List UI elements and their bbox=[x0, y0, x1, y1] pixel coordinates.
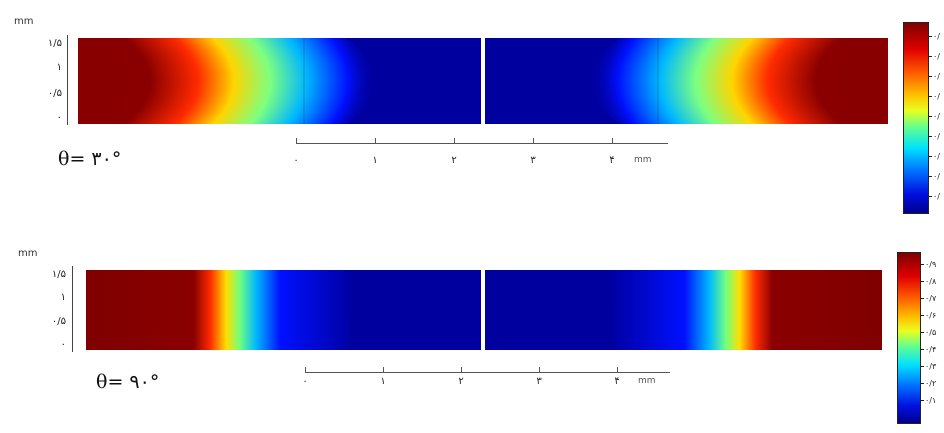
x-axis-unit: mm bbox=[634, 155, 652, 165]
x-tick-mark bbox=[305, 367, 306, 372]
colorbar bbox=[903, 22, 929, 214]
x-tick-mark bbox=[539, 367, 540, 372]
colorbar-tick: ٠/ bbox=[929, 32, 940, 41]
y-tick-3: ٠/۵ bbox=[47, 88, 62, 99]
y-tick-1: ١/۵ bbox=[47, 38, 62, 49]
colorbar-tick: ٠/٧ bbox=[921, 294, 936, 303]
y-tick-4: ٠ bbox=[56, 112, 62, 123]
colorbar-tick: ٠/۶ bbox=[921, 311, 936, 320]
colorbar-tick: ٠/ bbox=[929, 92, 940, 101]
x-tick-mark bbox=[533, 138, 534, 143]
colorbar-tick: ٠/ bbox=[929, 72, 940, 81]
colorbar-tick: ٠/ bbox=[929, 112, 940, 121]
angle-label: θ= ٣٠° bbox=[58, 148, 122, 170]
weld-gap bbox=[481, 36, 485, 126]
x-axis-line bbox=[305, 372, 670, 373]
y-axis-line bbox=[72, 266, 73, 352]
x-tick-4: ۴ bbox=[614, 376, 620, 387]
x-tick-2: ٢ bbox=[458, 376, 464, 387]
x-tick-0: ٠ bbox=[293, 155, 299, 166]
x-axis-line bbox=[296, 143, 668, 144]
y-tick-4: ٠ bbox=[60, 339, 66, 350]
y-axis-unit: mm bbox=[18, 248, 38, 259]
panel-theta-30: mm ١/۵ ١ ٠/۵ ٠ bbox=[0, 0, 944, 220]
x-tick-mark bbox=[375, 138, 376, 143]
x-tick-mark bbox=[296, 138, 297, 143]
x-axis-unit: mm bbox=[638, 376, 656, 386]
colorbar-tick: ٠/ bbox=[929, 52, 940, 61]
x-tick-4: ۴ bbox=[609, 155, 615, 166]
x-tick-mark bbox=[454, 138, 455, 143]
colorbar-tick: ٠/٣ bbox=[921, 362, 936, 371]
x-tick-1: ١ bbox=[372, 155, 378, 166]
colorbar-tick: ٠/٩ bbox=[921, 260, 936, 269]
y-axis-unit: mm bbox=[14, 16, 34, 27]
y-tick-3: ٠/۵ bbox=[51, 316, 66, 327]
x-tick-0: ٠ bbox=[302, 376, 308, 387]
colorbar-tick: ٠/٨ bbox=[921, 277, 936, 286]
x-tick-1: ١ bbox=[380, 376, 386, 387]
colorbar-tick: ٠/٢ bbox=[921, 379, 936, 388]
weld-gap bbox=[481, 267, 485, 355]
colorbar bbox=[897, 252, 921, 424]
y-tick-2: ١ bbox=[56, 62, 62, 73]
colorbar-tick: ٠/ bbox=[929, 152, 940, 161]
y-tick-2: ١ bbox=[60, 292, 66, 303]
x-tick-3: ٣ bbox=[536, 376, 542, 387]
x-tick-2: ٢ bbox=[451, 155, 457, 166]
colorbar-tick: ٠/ bbox=[929, 132, 940, 141]
x-tick-mark bbox=[383, 367, 384, 372]
y-axis-line bbox=[67, 35, 68, 125]
panel-theta-90: mm ١/۵ ١ ٠/۵ ٠ bbox=[0, 240, 944, 433]
colorbar-tick: ٠/ bbox=[929, 192, 940, 201]
x-tick-mark bbox=[617, 367, 618, 372]
colorbar-tick: ٠/١ bbox=[921, 396, 936, 405]
colorbar-tick: ٠/۵ bbox=[921, 328, 936, 337]
x-tick-mark bbox=[612, 138, 613, 143]
colorbar-tick: ٠/ bbox=[929, 172, 940, 181]
x-tick-3: ٣ bbox=[530, 155, 536, 166]
y-tick-1: ١/۵ bbox=[51, 269, 66, 280]
colorbar-tick: ٠/۴ bbox=[921, 345, 936, 354]
angle-label: θ= ٩٠° bbox=[96, 371, 160, 393]
x-tick-mark bbox=[461, 367, 462, 372]
